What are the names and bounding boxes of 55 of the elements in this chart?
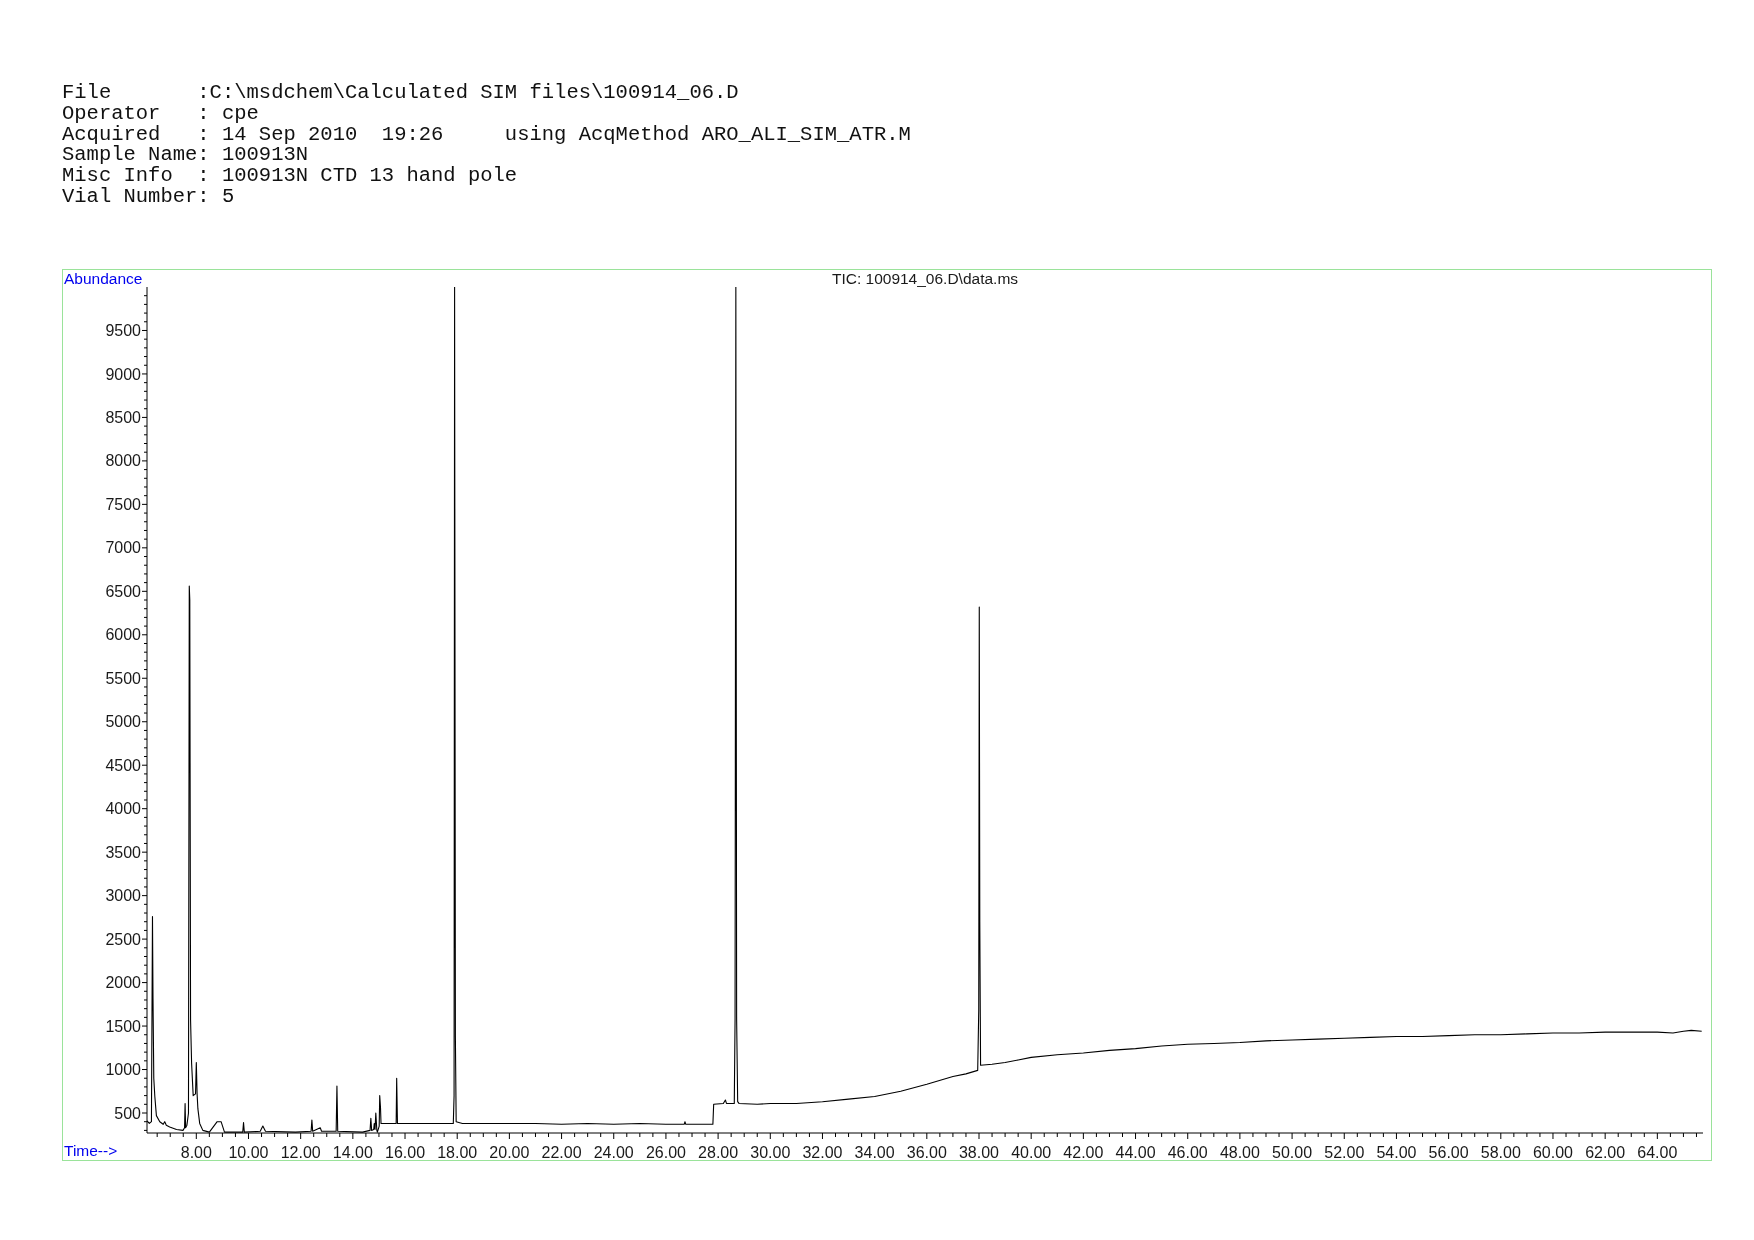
x-tick-label: 18.00 bbox=[437, 1143, 478, 1161]
x-tick-label: 56.00 bbox=[1428, 1143, 1469, 1161]
x-tick-label: 52.00 bbox=[1324, 1143, 1365, 1161]
x-tick-label: 22.00 bbox=[541, 1143, 582, 1161]
text: Acquired : 14 Sep 2010 19:26 using AcqMethod ARO_ALI_SIM_ATR.M bbox=[62, 122, 911, 146]
x-tick-label: 16.00 bbox=[385, 1143, 426, 1161]
y-axis-title: Abundance bbox=[64, 270, 143, 288]
chart-title: TIC: 100914_06.D\data.ms bbox=[830, 270, 1020, 288]
x-tick-label: 20.00 bbox=[489, 1143, 530, 1161]
x-tick-label: 60.00 bbox=[1532, 1143, 1574, 1161]
x-tick-label: 14.00 bbox=[332, 1143, 373, 1161]
y-tick-label: 8000 bbox=[105, 452, 142, 470]
x-tick-label: 8.00 bbox=[180, 1143, 212, 1161]
x-tick-label: 28.00 bbox=[698, 1143, 739, 1161]
y-tick-label: 8500 bbox=[105, 409, 142, 427]
y-tick-label: 4500 bbox=[105, 756, 142, 774]
x-tick-label: 62.00 bbox=[1585, 1143, 1626, 1161]
y-tick-label: 5000 bbox=[105, 713, 142, 731]
y-tick-label: 6500 bbox=[105, 582, 142, 600]
y-tick-label: 2500 bbox=[105, 930, 142, 948]
y-tick-label: 7000 bbox=[105, 539, 142, 557]
x-tick-label: 40.00 bbox=[1011, 1143, 1052, 1161]
text: Operator : cpe bbox=[62, 101, 260, 125]
x-axis-title: Time--> bbox=[64, 1142, 118, 1160]
y-tick-label: 9000 bbox=[105, 365, 142, 383]
x-tick-label: 50.00 bbox=[1272, 1143, 1313, 1161]
x-tick-label: 36.00 bbox=[906, 1143, 947, 1161]
y-tick-label: 7500 bbox=[105, 495, 142, 513]
y-tick-label: 9500 bbox=[105, 322, 142, 340]
text: File :C:\msdchem\Calculated SIM files\100914_06.D bbox=[62, 81, 740, 104]
x-tick-label: 34.00 bbox=[854, 1143, 895, 1161]
y-tick-label: 2000 bbox=[105, 974, 142, 992]
x-tick-label: 10.00 bbox=[228, 1143, 269, 1161]
y-tick-label: 5500 bbox=[105, 669, 142, 687]
y-tick-label: 1500 bbox=[105, 1017, 142, 1035]
y-tick-label: 3000 bbox=[105, 887, 142, 905]
x-tick-label: 30.00 bbox=[750, 1143, 791, 1161]
y-tick-label: 3500 bbox=[105, 843, 142, 861]
x-tick-label: 26.00 bbox=[645, 1143, 687, 1161]
x-tick-label: 32.00 bbox=[802, 1143, 843, 1161]
x-tick-label: 44.00 bbox=[1115, 1143, 1156, 1161]
y-tick-label: 1000 bbox=[105, 1061, 142, 1079]
x-tick-label: 64.00 bbox=[1637, 1143, 1678, 1161]
x-tick-label: 48.00 bbox=[1219, 1143, 1261, 1161]
y-tick-label: 6000 bbox=[105, 626, 142, 644]
x-tick-label: 38.00 bbox=[958, 1143, 1000, 1161]
x-tick-label: 46.00 bbox=[1167, 1143, 1208, 1161]
x-tick-label: 12.00 bbox=[280, 1143, 321, 1161]
x-tick-label: 54.00 bbox=[1376, 1143, 1417, 1161]
text: Sample Name: 100913N bbox=[62, 143, 310, 167]
y-tick-label: 4000 bbox=[105, 800, 142, 818]
x-tick-label: 24.00 bbox=[593, 1143, 634, 1161]
x-tick-label: 58.00 bbox=[1480, 1143, 1521, 1161]
x-tick-label: 42.00 bbox=[1063, 1143, 1104, 1161]
y-tick-label: 500 bbox=[114, 1104, 142, 1122]
